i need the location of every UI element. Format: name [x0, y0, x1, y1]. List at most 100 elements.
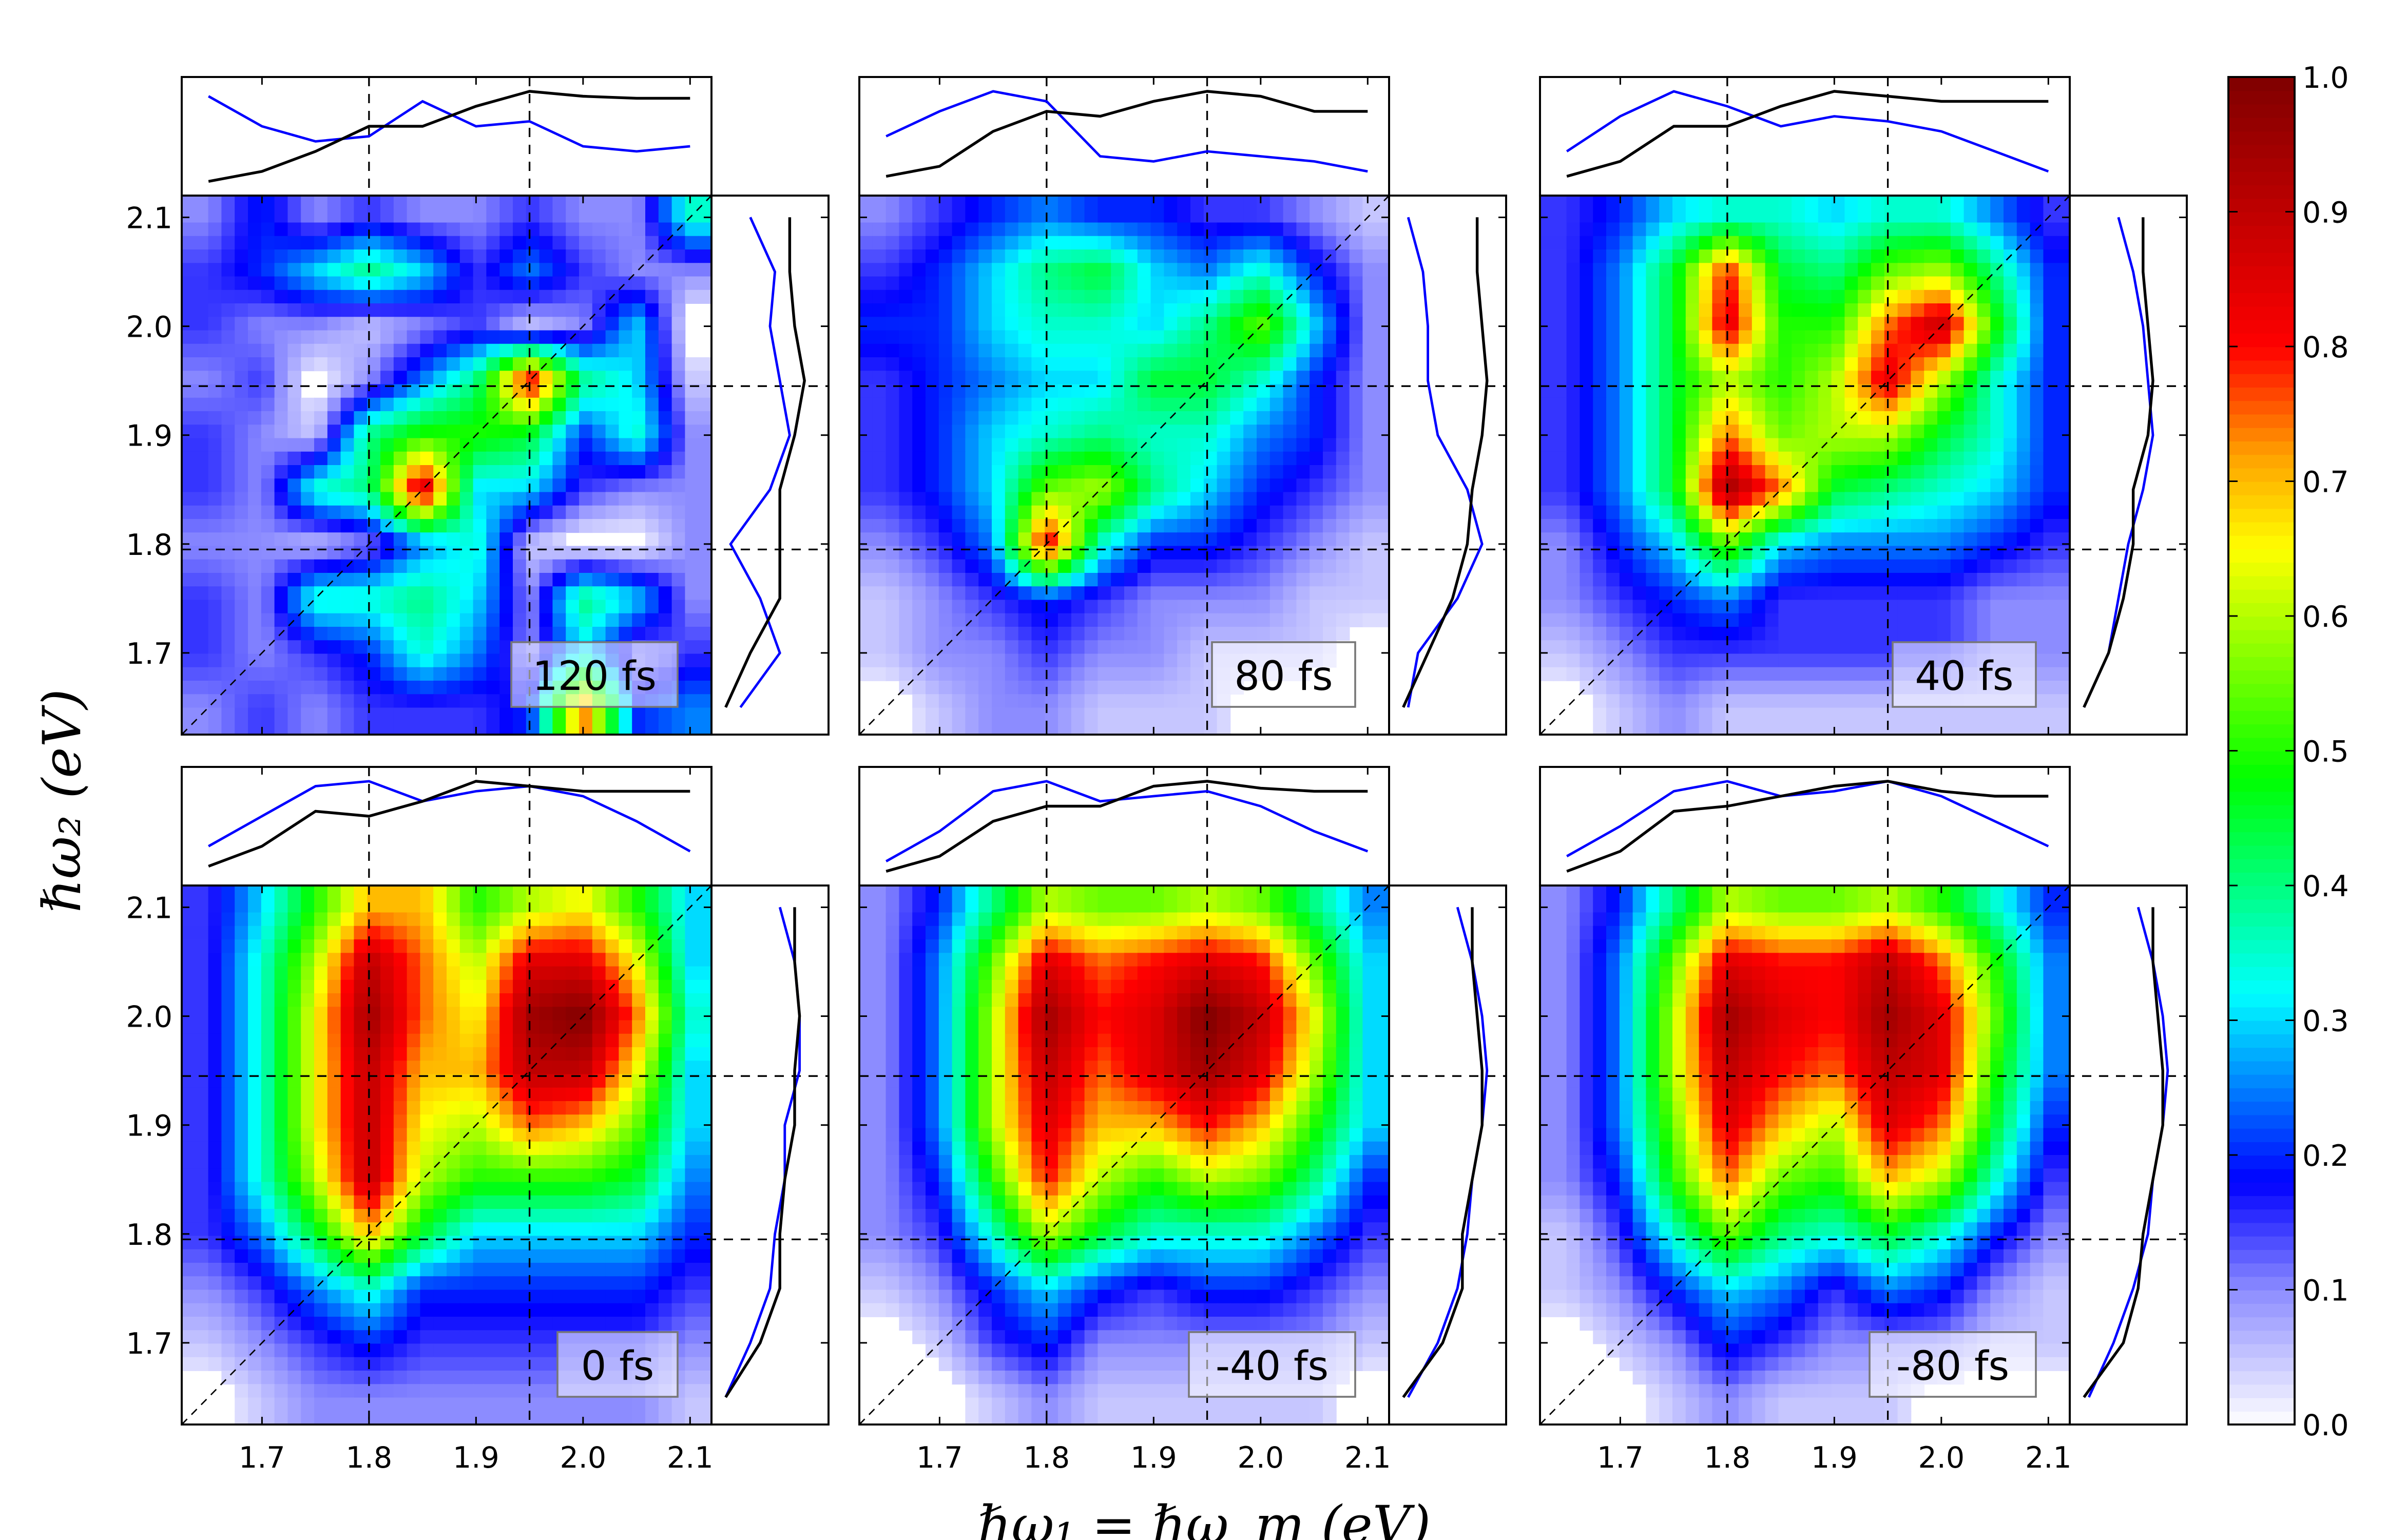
heatmap-cell — [1672, 505, 1686, 519]
heatmap-cell — [978, 721, 992, 735]
heatmap-cell — [1646, 317, 1660, 331]
heatmap-cell — [579, 546, 593, 560]
heatmap-cell — [1164, 546, 1178, 560]
heatmap-cell — [1084, 330, 1099, 344]
heatmap-cell — [195, 694, 209, 708]
heatmap-cell — [420, 290, 434, 304]
heatmap-cell — [380, 559, 394, 573]
heatmap-cell — [287, 586, 302, 601]
heatmap-cell — [1124, 371, 1138, 385]
heatmap-cell — [499, 912, 513, 927]
heatmap-cell — [473, 357, 487, 372]
heatmap-cell — [2030, 707, 2044, 722]
heatmap-cell — [287, 492, 302, 506]
heatmap-cell — [526, 317, 540, 331]
heatmap-cell — [340, 613, 355, 627]
heatmap-cell — [526, 425, 540, 439]
heatmap-cell — [526, 912, 540, 927]
heatmap-cell — [2056, 721, 2070, 735]
heatmap-cell — [698, 505, 712, 519]
heatmap-cell — [671, 707, 686, 722]
heatmap-cell — [1964, 721, 1978, 735]
heatmap-cell — [1137, 276, 1151, 291]
heatmap-cell — [912, 317, 926, 331]
heatmap-cell — [899, 546, 913, 560]
heatmap-cell — [1765, 317, 1779, 331]
heatmap-cell — [1005, 397, 1019, 412]
heatmap-cell — [1124, 627, 1138, 641]
heatmap-cell — [1805, 559, 1819, 573]
heatmap-cell — [992, 222, 1006, 237]
heatmap-cell — [1858, 411, 1872, 426]
heatmap-cell — [1751, 694, 1766, 708]
heatmap-cell — [1018, 586, 1032, 601]
heatmap-cell — [1177, 438, 1191, 452]
heatmap-cell — [1150, 532, 1165, 547]
heatmap-cell — [1831, 640, 1845, 654]
heatmap-cell — [1190, 222, 1204, 237]
heatmap-cell — [632, 451, 646, 466]
heatmap-cell — [1685, 263, 1700, 277]
heatmap-cell — [354, 425, 368, 439]
heatmap-cell — [859, 505, 873, 519]
heatmap-cell — [1739, 465, 1753, 479]
heatmap-cell — [314, 196, 328, 210]
right-marginal-black-curve — [2083, 217, 2154, 708]
heatmap-cell — [1540, 492, 1554, 506]
heatmap-cell — [1336, 478, 1350, 493]
heatmap-cell — [978, 290, 992, 304]
heatmap-cell — [952, 694, 966, 708]
heatmap-cell — [182, 613, 196, 627]
heatmap-cell — [872, 505, 887, 519]
heatmap-cell — [314, 330, 328, 344]
heatmap-cell — [340, 371, 355, 385]
heatmap-cell — [354, 478, 368, 493]
heatmap-cell — [314, 236, 328, 250]
heatmap-cell — [526, 505, 540, 519]
heatmap-cell — [1858, 330, 1872, 344]
heatmap-cell — [1071, 411, 1085, 426]
heatmap-cell — [1349, 451, 1363, 466]
heatmap-cell — [1257, 397, 1270, 412]
heatmap-cell — [1084, 397, 1099, 412]
heatmap-cell — [354, 492, 368, 506]
heatmap-cell — [1203, 330, 1218, 344]
heatmap-cell — [1058, 653, 1072, 668]
heatmap-cell — [1950, 425, 1965, 439]
heatmap-cell — [1884, 451, 1898, 466]
heatmap-cell — [2030, 600, 2044, 614]
heatmap-cell — [1177, 707, 1191, 722]
heatmap-cell — [2030, 465, 2044, 479]
heatmap-cell — [1739, 249, 1753, 264]
right-marginal-blue-curve — [1407, 217, 1484, 708]
heatmap-cell — [2016, 371, 2031, 385]
right-marginal-frame — [1388, 195, 1507, 736]
heatmap-cell — [1164, 694, 1178, 708]
heatmap-cell — [992, 519, 1006, 533]
heatmap-cell — [1150, 411, 1165, 426]
heatmap-cell — [473, 640, 487, 654]
heatmap-cell — [579, 343, 593, 358]
heatmap-cell — [1990, 236, 2004, 250]
heatmap-cell — [605, 627, 620, 641]
heatmap-cell — [1177, 276, 1191, 291]
heatmap-cell — [859, 653, 873, 668]
heatmap-cell — [1296, 519, 1311, 533]
heatmap-cell — [1243, 573, 1257, 587]
heatmap-cell — [1243, 465, 1257, 479]
heatmap-cell — [221, 330, 236, 344]
heatmap-cell — [1619, 627, 1633, 641]
heatmap-cell — [1203, 438, 1218, 452]
heatmap-cell — [248, 276, 262, 291]
heatmap-cell — [433, 505, 447, 519]
heatmap-cell — [1058, 613, 1072, 627]
heatmap-cell — [314, 573, 328, 587]
heatmap-cell — [1098, 681, 1112, 695]
heatmap-cell — [1739, 451, 1753, 466]
heatmap-cell — [1349, 290, 1363, 304]
heatmap-cell — [1778, 653, 1793, 668]
heatmap-cell — [658, 290, 672, 304]
heatmap-cell — [886, 451, 900, 466]
heatmap-cell — [1699, 303, 1713, 318]
heatmap-cell — [645, 707, 659, 722]
